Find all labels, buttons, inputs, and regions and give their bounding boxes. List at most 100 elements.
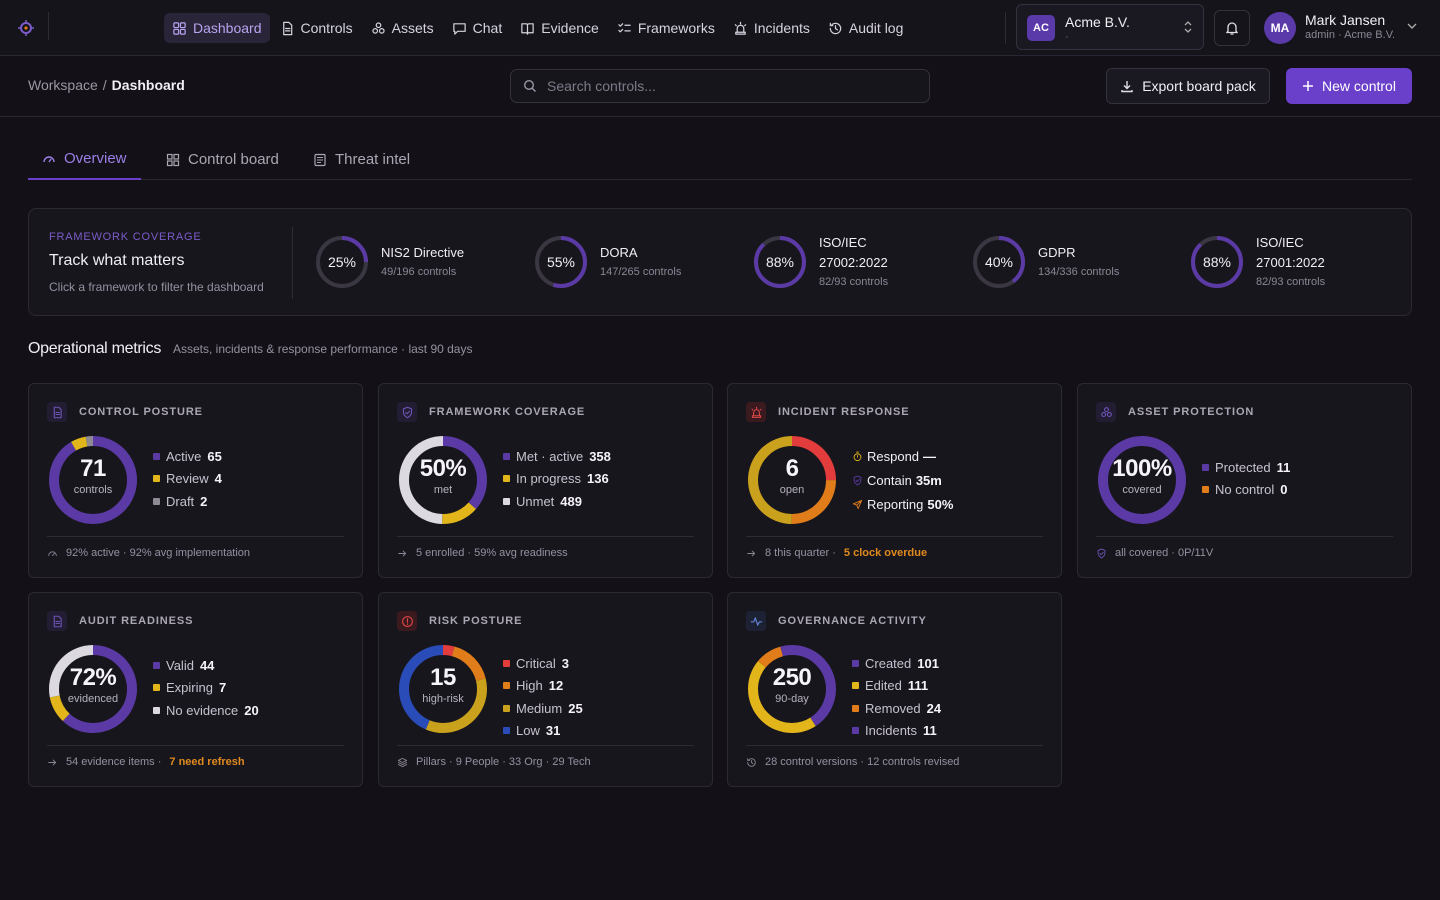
search-box[interactable] xyxy=(510,69,930,103)
breadcrumb-separator: / xyxy=(102,77,107,93)
card-footer: 5 enrolled · 59% avg readiness xyxy=(397,536,694,559)
metric-value: 35m xyxy=(915,472,942,488)
framework-ring-segment-0 xyxy=(1191,236,1243,288)
document-icon xyxy=(280,21,295,36)
chevron-down-icon[interactable] xyxy=(1406,20,1418,32)
legend-row: No evidence 20 xyxy=(153,699,259,722)
section-title: Operational metrics xyxy=(28,340,162,357)
nav-item-frameworks[interactable]: Frameworks xyxy=(609,13,723,43)
donut-caption: met xyxy=(433,484,453,496)
nav-item-audit-log[interactable]: Audit log xyxy=(820,13,911,43)
legend-label: Review xyxy=(166,471,209,487)
export-board-pack-button[interactable]: Export board pack xyxy=(1106,68,1270,104)
framework-item[interactable]: 55% DORA 147/265 controls xyxy=(534,235,734,291)
legend-swatch xyxy=(852,682,859,690)
tab-control-board[interactable]: Control board xyxy=(152,139,293,180)
card-title: INCIDENT RESPONSE xyxy=(778,406,910,418)
footer-warning[interactable]: 7 need refresh xyxy=(169,756,245,768)
app-logo-icon[interactable] xyxy=(17,19,35,37)
framework-ring-chart xyxy=(754,236,806,288)
framework-percent: 55% xyxy=(546,254,576,270)
donut-segment-3 xyxy=(399,645,487,733)
donut-segment-2 xyxy=(49,645,137,733)
donut-segment-1 xyxy=(399,436,487,524)
card-header: CONTROL POSTURE xyxy=(47,402,203,422)
nav-item-assets[interactable]: Assets xyxy=(363,13,442,43)
footer-text: 5 enrolled · 59% avg readiness xyxy=(416,547,568,559)
search-input[interactable] xyxy=(547,78,907,94)
nav-item-dashboard[interactable]: Dashboard xyxy=(164,13,270,43)
legend: Critical 3 High 12 Medium 25 Low 31 xyxy=(503,652,583,742)
legend-swatch xyxy=(1202,463,1209,471)
legend-label: Unmet xyxy=(516,493,555,509)
framework-item[interactable]: 40% GDPR 134/336 controls xyxy=(972,235,1172,291)
legend-label: Valid xyxy=(166,657,194,673)
legend-label: Medium xyxy=(516,700,563,716)
risk-posture-card[interactable]: RISK POSTURE 15 high-risk Critical 3 High 12 Me… xyxy=(378,592,713,787)
framework-item[interactable]: 88% ISO/IEC 27002:2022 82/93 controls xyxy=(753,235,953,291)
search-icon xyxy=(523,79,537,93)
nav-item-controls[interactable]: Controls xyxy=(272,13,361,43)
legend-label: Met · active xyxy=(516,448,584,464)
legend: Active 65 Review 4 Draft 2 xyxy=(153,445,222,513)
legend-value: 2 xyxy=(200,493,208,509)
user-name[interactable]: Mark Jansen xyxy=(1305,12,1386,28)
send-icon xyxy=(852,499,863,510)
legend-value: 11 xyxy=(1276,459,1291,475)
donut-value: 50% xyxy=(419,455,467,482)
control-posture-card[interactable]: CONTROL POSTURE 71 controls Active 65 Review 4… xyxy=(28,383,363,578)
legend-swatch xyxy=(852,704,859,712)
legend-row: Incidents 11 xyxy=(852,720,941,743)
tab-threat-intel[interactable]: Threat intel xyxy=(299,139,424,180)
framework-coverage-panel: FRAMEWORK COVERAGE Track what matters Cl… xyxy=(28,208,1412,316)
framework-item[interactable]: 88% ISO/IEC 27001:2022 82/93 controls xyxy=(1190,235,1390,291)
tab-overview[interactable]: Overview xyxy=(28,139,141,180)
incident-response-card[interactable]: INCIDENT RESPONSE 6 open Respond — Contain 35m… xyxy=(727,383,1062,578)
gauge-icon xyxy=(47,548,58,559)
arrow-right-icon xyxy=(746,548,757,559)
framework-item[interactable]: 25% NIS2 Directive 49/196 controls xyxy=(315,235,515,291)
donut xyxy=(746,643,838,735)
card-footer: all covered · 0P/11V xyxy=(1096,536,1393,559)
framework-ring xyxy=(534,235,588,289)
framework-ring-segment-0 xyxy=(973,236,1025,288)
legend-row: Created 101 xyxy=(852,652,941,675)
dashboard-icon xyxy=(172,21,187,36)
donut-segment-2 xyxy=(748,436,836,524)
card-title: GOVERNANCE ACTIVITY xyxy=(778,615,927,627)
governance-activity-card[interactable]: GOVERNANCE ACTIVITY 250 90-day Created 101 Ed… xyxy=(727,592,1062,787)
nav-item-evidence[interactable]: Evidence xyxy=(512,13,607,43)
legend-label: Created xyxy=(865,655,912,671)
new-control-button[interactable]: New control xyxy=(1286,68,1412,104)
notifications-button[interactable] xyxy=(1214,10,1250,46)
footer-text: Pillars · 9 People · 33 Org · 29 Tech xyxy=(416,756,591,768)
nav-item-chat[interactable]: Chat xyxy=(444,13,511,43)
legend-row: Critical 3 xyxy=(503,652,583,675)
framework-coverage-card[interactable]: FRAMEWORK COVERAGE 50% met Met · active 358 I… xyxy=(378,383,713,578)
donut-chart xyxy=(399,436,487,524)
framework-ring-chart xyxy=(535,236,587,288)
legend-label: Protected xyxy=(1215,459,1271,475)
legend-swatch xyxy=(153,684,160,692)
breadcrumb-workspace[interactable]: Workspace xyxy=(28,77,98,93)
footer-text: 92% active · 92% avg implementation xyxy=(66,547,251,559)
legend-swatch xyxy=(503,727,510,735)
framework-percent: 88% xyxy=(1202,254,1232,270)
arrow-right-icon xyxy=(397,548,408,559)
donut-segment-0 xyxy=(1098,436,1186,524)
nav-item-incidents[interactable]: Incidents xyxy=(725,13,818,43)
framework-ring xyxy=(315,235,369,289)
legend-value: 31 xyxy=(545,723,561,739)
card-header: INCIDENT RESPONSE xyxy=(746,402,909,422)
legend-value: 7 xyxy=(218,680,227,696)
donut-segment-1 xyxy=(748,436,836,524)
divider xyxy=(292,227,293,299)
audit-readiness-card[interactable]: AUDIT READINESS 72% evidenced Valid 44 Expiri… xyxy=(28,592,363,787)
panel-subtitle: Click a framework to filter the dashboar… xyxy=(49,280,264,294)
legend-row: Low 31 xyxy=(503,720,583,743)
footer-warning[interactable]: 5 clock overdue xyxy=(843,547,928,559)
framework-ring-segment-0 xyxy=(754,236,806,288)
user-avatar[interactable]: MA xyxy=(1264,12,1296,44)
org-switcher[interactable]: AC Acme B.V. · xyxy=(1016,4,1204,50)
asset-protection-card[interactable]: ASSET PROTECTION 100% covered Protected 11 No… xyxy=(1077,383,1412,578)
